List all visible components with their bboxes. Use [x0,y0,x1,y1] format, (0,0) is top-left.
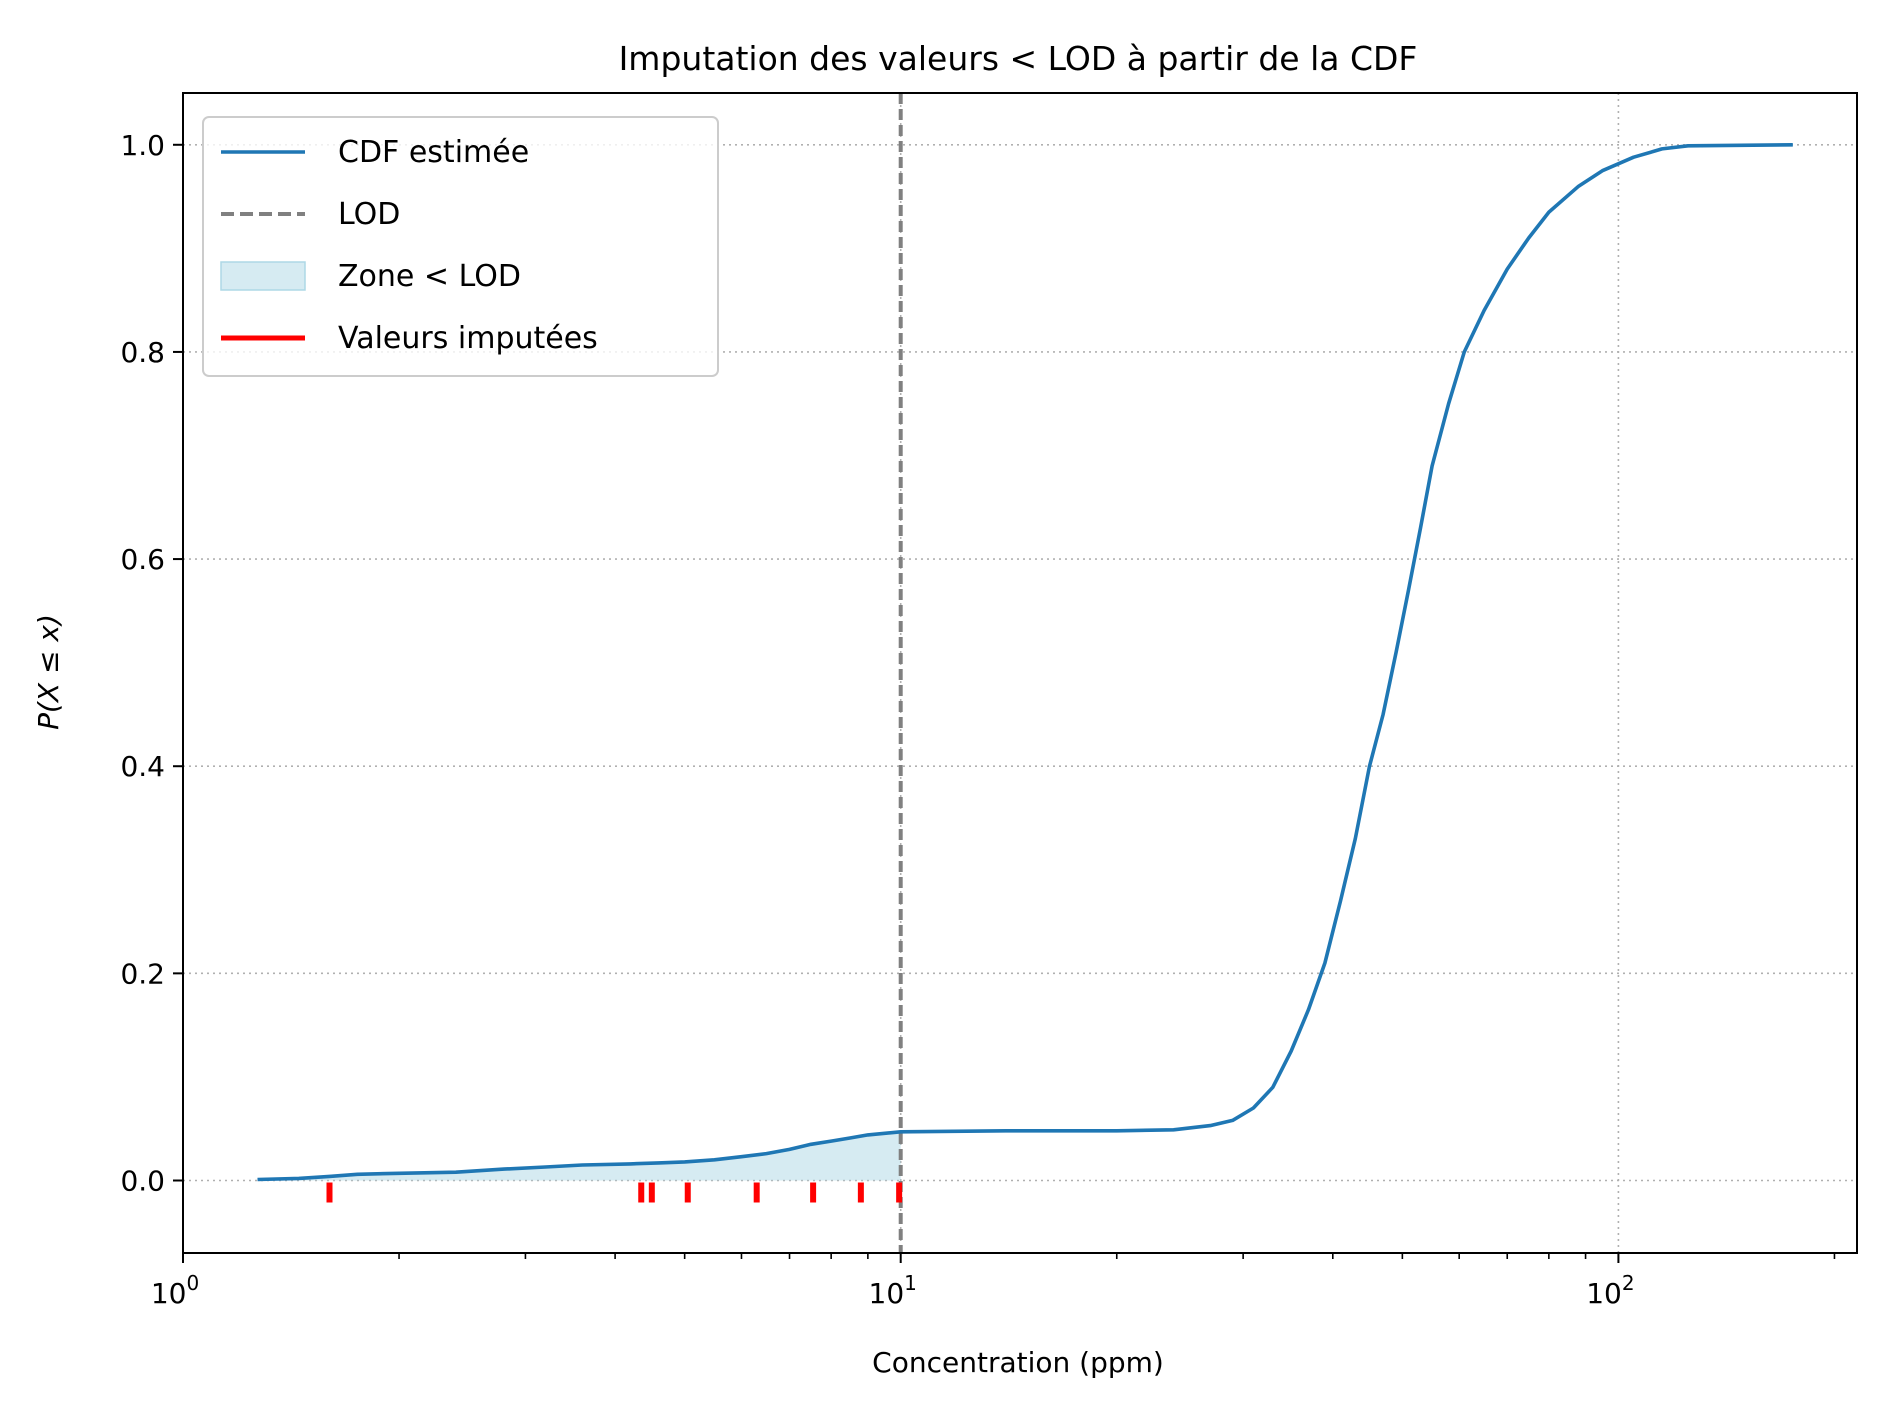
y-tick-label: 0.0 [120,1165,165,1198]
y-tick-label: 0.4 [120,750,165,783]
x-tick-label: 101 [869,1271,917,1310]
y-axis: 0.0 0.2 0.4 0.6 0.8 1.0 [120,129,183,1198]
y-axis-label: P(X ≤ x) [32,614,65,730]
legend: CDF estimée LOD Zone < LOD Valeurs imputées [202,116,719,377]
imputed-values [326,1182,903,1203]
x-tick-label: 102 [1586,1271,1634,1310]
chart-title: Imputation des valeurs < LOD à partir de… [619,39,1418,78]
plot-area-frame [182,92,1858,1254]
legend-box [202,116,719,377]
x-axis: 100 101 102 [151,1253,1836,1310]
legend-label: Zone < LOD [338,259,521,294]
cdf-series [257,143,1793,1182]
x-tick-label: 100 [151,1271,199,1310]
legend-label: Valeurs imputées [338,321,598,356]
lod-zone-fill [257,1131,901,1181]
legend-label: CDF estimée [338,135,529,170]
lod-zone-area [257,1131,901,1181]
y-tick-label: 0.6 [120,543,165,576]
cdf-line [257,143,1793,1182]
legend-label: LOD [338,197,400,232]
y-tick-label: 0.2 [120,957,165,990]
x-axis-label: Concentration (ppm) [872,1346,1164,1379]
y-tick-label: 0.8 [120,336,165,369]
legend-swatch-zone [220,261,306,291]
y-tick-label: 1.0 [120,129,165,162]
